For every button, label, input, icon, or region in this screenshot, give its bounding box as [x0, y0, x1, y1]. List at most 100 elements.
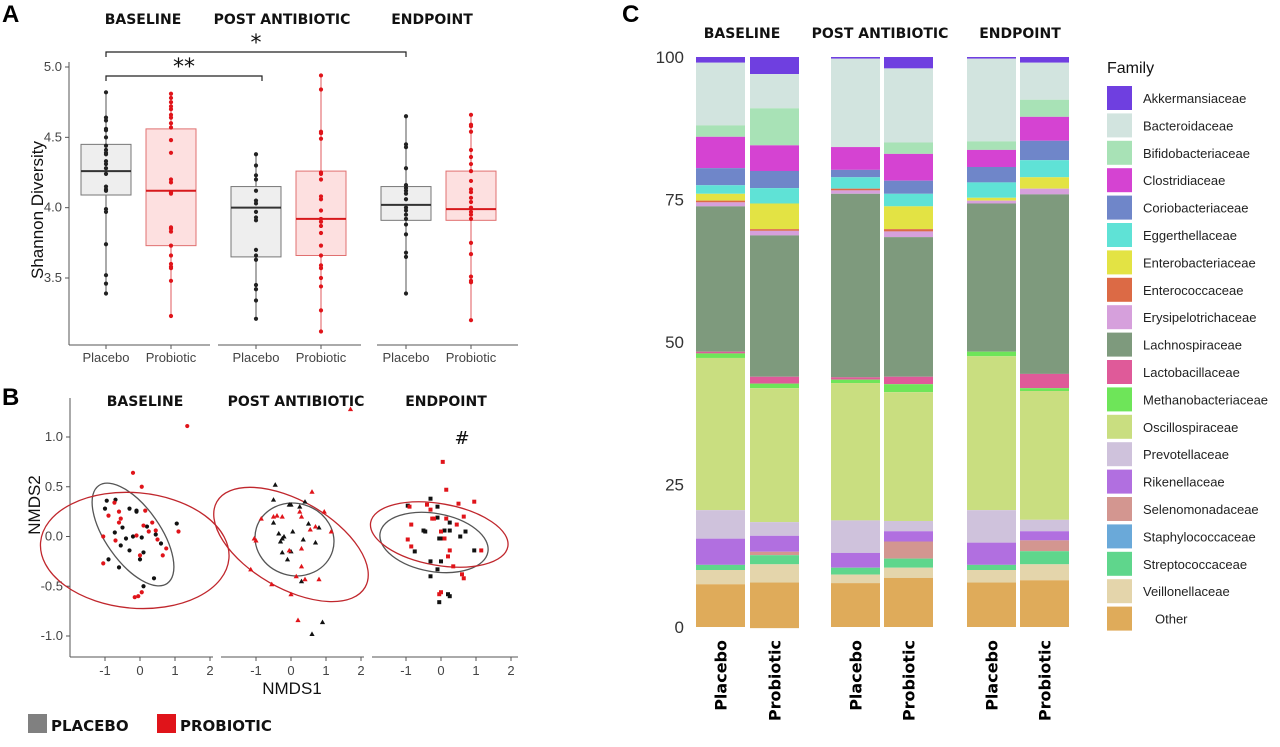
- bar-segment-selenomonadaceae: [884, 541, 933, 559]
- data-point: [437, 536, 442, 541]
- box-placebo: Placebo: [80, 90, 132, 365]
- data-point: [468, 154, 474, 160]
- bar-segment-other: [967, 582, 1016, 627]
- data-point: [103, 242, 109, 247]
- bar-segment-bifidobacteriaceae: [1020, 99, 1069, 117]
- panel-c-category-label: Placebo: [712, 640, 731, 711]
- bar-segment-streptococcaceae: [750, 555, 799, 565]
- bar-segment-enterococcaceae: [884, 229, 933, 232]
- data-point: [318, 219, 324, 224]
- legend-swatch: [1107, 113, 1132, 138]
- legend-swatch: [1107, 524, 1132, 549]
- data-point: [103, 118, 109, 123]
- data-point: [318, 73, 324, 78]
- data-point: [253, 201, 259, 206]
- bar-segment-coriobacteriaceae: [1020, 140, 1069, 161]
- bar-segment-bacteroidaceae: [884, 68, 933, 143]
- legend-item-coriobacteriaceae: Coriobacteriaceae: [1107, 195, 1249, 220]
- legend-swatch: [1107, 387, 1132, 412]
- data-point: [270, 497, 277, 502]
- data-point: [168, 115, 174, 120]
- data-point: [309, 489, 315, 494]
- data-point: [468, 251, 474, 257]
- bar-segment-bacteroidaceae: [750, 74, 799, 109]
- data-point: [472, 499, 477, 504]
- data-point: [139, 484, 144, 489]
- data-point: [318, 87, 324, 92]
- panel-b-y-tick-label: -0.5: [41, 578, 63, 593]
- bar-segment-coriobacteriaceae: [696, 168, 745, 186]
- bar-segment-erysipelotrichaceae: [1020, 188, 1069, 195]
- bar-segment-erysipelotrichaceae: [750, 230, 799, 236]
- legend-swatch: [1107, 360, 1132, 384]
- data-point: [307, 526, 313, 532]
- data-point: [103, 90, 109, 95]
- bar-segment-coriobacteriaceae: [884, 180, 933, 194]
- data-point: [168, 278, 174, 283]
- data-point: [300, 536, 306, 542]
- data-point: [468, 190, 474, 195]
- bar-segment-akkermansiaceae: [967, 57, 1016, 59]
- data-point: [277, 538, 284, 544]
- bar-segment-streptococcaceae: [1020, 551, 1069, 565]
- data-point: [435, 567, 440, 572]
- bar-segment-akkermansiaceae: [1020, 57, 1069, 63]
- data-point: [137, 553, 143, 558]
- bar-segment-streptococcaceae: [884, 558, 933, 568]
- bar-segment-other: [750, 582, 799, 629]
- data-point: [409, 522, 414, 527]
- data-point: [298, 563, 305, 569]
- data-point: [168, 266, 174, 271]
- legend-label: Prevotellaceae: [1143, 447, 1229, 462]
- data-point: [405, 537, 410, 542]
- bar-segment-oscillospiraceae: [750, 388, 799, 523]
- panel-a-group-title: ENDPOINT: [391, 12, 473, 28]
- data-point: [253, 287, 259, 292]
- legend-label: Selenomonadaceae: [1143, 502, 1259, 517]
- facet-baseline: -1 0 1 2 BASELINE: [39, 394, 230, 678]
- panel-a-x-tick-label: Placebo: [83, 350, 130, 365]
- data-point: [253, 163, 259, 168]
- bar-segment-oscillospiraceae: [967, 356, 1016, 511]
- bar-segment-selenomonadaceae: [750, 551, 799, 556]
- data-point: [318, 243, 324, 248]
- panel-b-x-tick-label: 2: [507, 663, 514, 678]
- bar-segment-lactobacillaceae: [884, 376, 933, 385]
- box-iqr: [295, 170, 347, 256]
- data-point: [103, 273, 109, 278]
- data-point: [164, 546, 169, 551]
- panel-c-y-tick-label: 50: [665, 333, 684, 352]
- data-point: [279, 549, 285, 555]
- data-point: [440, 459, 445, 464]
- panel-c-group-title: BASELINE: [704, 26, 781, 42]
- bar-segment-methanobacteriaceae: [1020, 388, 1069, 392]
- panel-b-y-axis-label: NMDS2: [25, 475, 44, 535]
- data-point: [139, 590, 144, 595]
- data-point: [437, 600, 442, 605]
- data-point: [298, 545, 305, 551]
- bar-segment-enterobacteriaceae: [967, 197, 1016, 201]
- data-point: [298, 514, 305, 519]
- bar-segment-rikenellaceae: [696, 538, 745, 565]
- data-point: [116, 509, 122, 514]
- data-point: [318, 253, 324, 258]
- bar-segment-enterobacteriaceae: [750, 203, 799, 230]
- legend-swatch-placebo: [28, 714, 47, 733]
- data-point: [103, 161, 109, 167]
- data-point: [468, 240, 474, 245]
- bar-segment-akkermansiaceae: [831, 57, 880, 59]
- legend-item-prevotellaceae: Prevotellaceae: [1107, 442, 1229, 467]
- legend-label: Lachnospiraceae: [1143, 338, 1242, 353]
- data-point: [112, 500, 117, 505]
- legend-item-veillonellaceae: Veillonellaceae: [1107, 579, 1230, 604]
- bar-segment-bifidobacteriaceae: [884, 142, 933, 154]
- data-point: [347, 406, 354, 412]
- panel-a-group-title: POST ANTIBIOTIC: [214, 12, 351, 28]
- data-point: [318, 208, 324, 213]
- bar-segment-other: [1020, 580, 1069, 627]
- bar-segment-streptococcaceae: [967, 564, 1016, 570]
- data-point: [295, 617, 301, 623]
- legend-swatch: [1107, 606, 1132, 631]
- facet-endpoint: -1 0 1 2 ENDPOINT #: [369, 394, 518, 678]
- bar-segment-clostridiaceae: [831, 147, 880, 170]
